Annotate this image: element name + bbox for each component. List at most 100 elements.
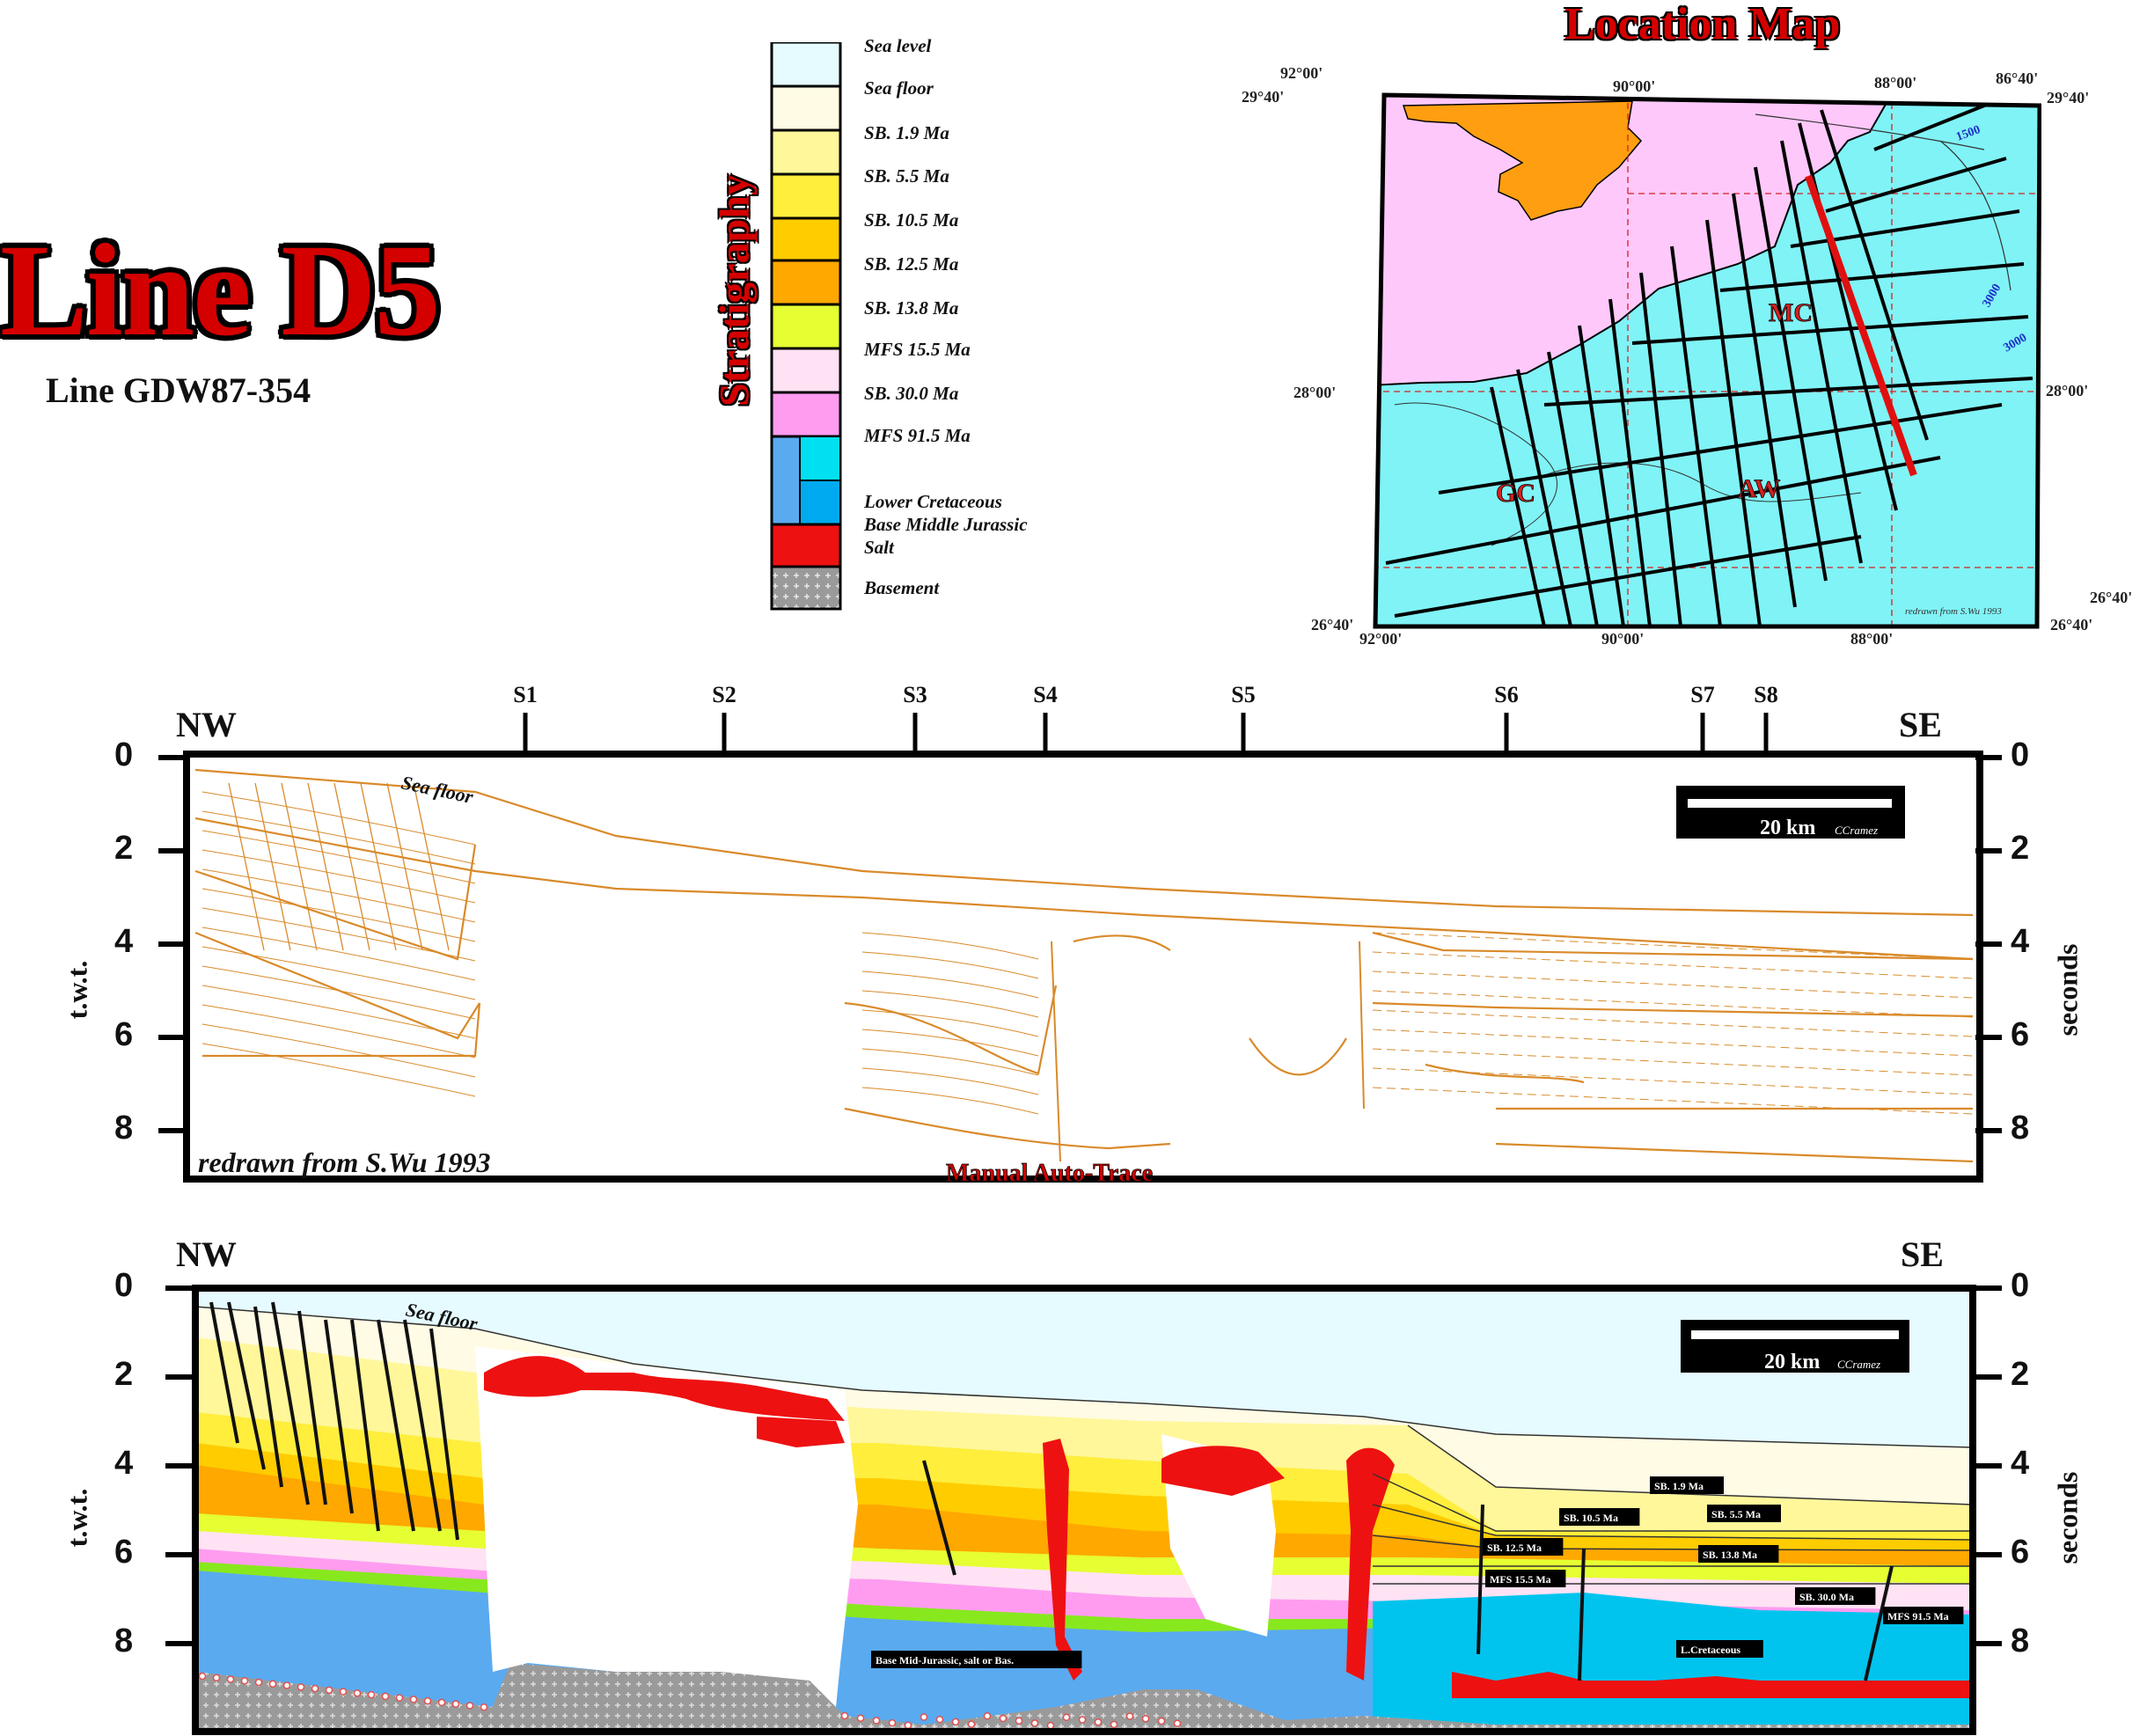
- horizon-tag-label: SB. 12.5 Ma: [1487, 1542, 1542, 1554]
- horizon-tag-bg: [1650, 1476, 1724, 1494]
- horizon-line: [195, 1306, 1973, 1448]
- legend-item-label: Basement: [864, 577, 940, 598]
- horizon-tag-bg: [1698, 1545, 1779, 1563]
- reflector-line: [861, 1048, 1039, 1076]
- legend-swatch: [799, 480, 841, 525]
- horizon-tag-bg: [1707, 1505, 1781, 1522]
- ytick-mark: [1975, 1552, 2002, 1557]
- reflector-line: [202, 927, 476, 981]
- legend-item-label: Base Middle Jurassic: [864, 514, 1028, 535]
- basement-marker: [198, 1672, 207, 1681]
- reflector-line: [202, 907, 476, 962]
- horizon-line: [844, 985, 1058, 1075]
- legend-swatch: [770, 216, 842, 262]
- scale-credit: CCramez: [1837, 1358, 1880, 1371]
- reflector-line: [861, 951, 1039, 979]
- station-label: S3: [903, 682, 927, 707]
- fault-line: [403, 1319, 442, 1532]
- coord-bottom-mid-lon: 90°00': [1601, 630, 1645, 648]
- coord-top-mid-lon: 90°00': [1613, 77, 1656, 95]
- basement-marker: [1157, 1717, 1166, 1725]
- ytick-mark: [1975, 941, 2002, 947]
- basement-marker: [872, 1717, 881, 1725]
- fault-line: [413, 782, 450, 951]
- fault-line: [228, 782, 265, 951]
- horizon-line: [1073, 934, 1171, 951]
- ytick-mark: [158, 941, 185, 947]
- reflector-line: [202, 1023, 476, 1078]
- ytick-label: 6: [114, 1534, 134, 1571]
- basement-marker: [282, 1681, 291, 1689]
- horizon-line: [194, 844, 477, 961]
- horizon-tag-label: Base Mid-Jurassic, salt or Bas.: [876, 1654, 1014, 1666]
- basement-marker: [856, 1714, 865, 1722]
- ytick-label: 4: [114, 1445, 134, 1482]
- horizon-tag-bg: [1485, 1570, 1566, 1587]
- basement-marker: [1078, 1716, 1087, 1724]
- basement-marker: [353, 1689, 362, 1697]
- ytick-mark: [1975, 1128, 2002, 1133]
- reflector-line: [202, 1043, 476, 1097]
- basement-marker: [999, 1714, 1008, 1723]
- legend-swatch: [770, 523, 842, 568]
- reflector-line: [202, 965, 476, 1020]
- station-label: S2: [712, 682, 736, 707]
- coord-left-bottom-lat: 26°40': [1311, 616, 1354, 634]
- basement-marker: [325, 1686, 333, 1695]
- legend-swatch: [770, 565, 842, 611]
- legend-swatches: [770, 42, 842, 611]
- basement-marker: [1173, 1719, 1182, 1727]
- reflector-line: [861, 1009, 1039, 1037]
- ytick-mark: [158, 1035, 185, 1040]
- ytick-label: 2: [2011, 830, 2030, 867]
- location-map-title: Location Map: [1564, 0, 1841, 49]
- reflector-line: [202, 791, 476, 846]
- ytick-label: 0: [2011, 1267, 2030, 1304]
- horizon-line: [1249, 1037, 1347, 1076]
- basement-marker: [1110, 1720, 1118, 1729]
- bottom-ylabel-right: seconds: [2051, 1471, 2084, 1564]
- horizon-line: [194, 931, 480, 1040]
- station-label: S6: [1494, 682, 1518, 707]
- horizon-tag-bg: [871, 1651, 1082, 1668]
- legend-item-label: SB. 30.0 Ma: [864, 383, 959, 404]
- ytick-label: 6: [2011, 1534, 2030, 1571]
- reflector-line: [1372, 1067, 1974, 1095]
- ytick-label: 4: [2011, 1445, 2030, 1482]
- legend-item-label: SB. 12.5 Ma: [864, 253, 959, 275]
- legend-item-label: SB. 5.5 Ma: [864, 165, 949, 187]
- fault-line: [297, 1310, 327, 1505]
- coord-left-top-lat: 29°40': [1242, 88, 1285, 106]
- ytick-label: 6: [2011, 1016, 2030, 1053]
- reflector-line: [1372, 1048, 1974, 1076]
- fault-line: [429, 1328, 459, 1541]
- horizon-line: [1372, 931, 1974, 961]
- legend-swatch: [770, 303, 842, 350]
- ytick-mark: [165, 1641, 192, 1646]
- ytick-label: 0: [114, 736, 134, 773]
- ytick-mark: [1975, 1035, 2002, 1040]
- basement-marker: [967, 1720, 976, 1728]
- reflector-line: [1372, 971, 1974, 999]
- horizon-tag-label: MFS 15.5 Ma: [1490, 1573, 1551, 1586]
- horizon-line: [1372, 1473, 1973, 1532]
- reflector-line: [202, 849, 476, 904]
- legend-item-label: Salt: [864, 537, 894, 558]
- fault-line: [254, 782, 291, 951]
- basement-marker: [1015, 1717, 1023, 1725]
- basement-marker: [951, 1718, 960, 1726]
- horizon-line: [194, 768, 1974, 917]
- horizon-tag-label: L.Cretaceous: [1681, 1644, 1740, 1656]
- location-map: MC GC AW 1500 3000 3000 redrawn from S.W…: [1373, 92, 2041, 629]
- horizon-line: [844, 1107, 1171, 1150]
- top-ylabel-left: t.w.t.: [61, 960, 93, 1020]
- horizon-line: [194, 817, 1974, 961]
- reflector-line: [1372, 951, 1974, 979]
- basement-marker: [437, 1698, 446, 1707]
- reflector-line: [861, 990, 1039, 1018]
- reflector-line: [1372, 932, 1974, 960]
- basement-marker: [254, 1678, 263, 1687]
- fault-line: [386, 782, 423, 951]
- legend-swatch: [770, 42, 842, 88]
